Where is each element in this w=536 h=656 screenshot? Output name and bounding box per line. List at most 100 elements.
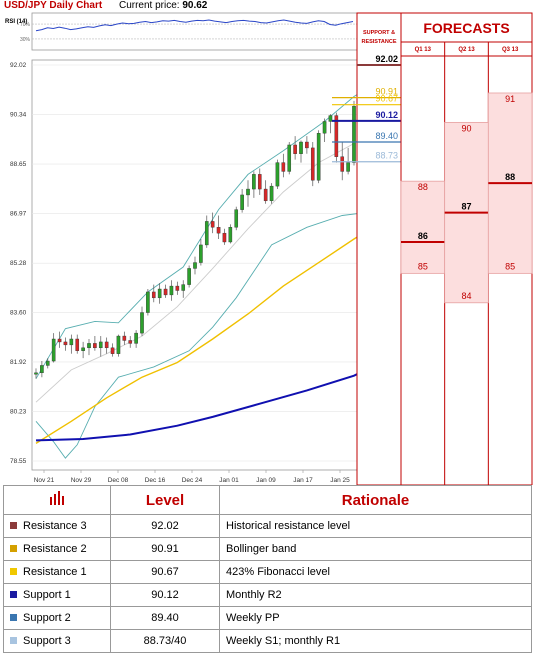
- candle-body: [40, 365, 44, 374]
- candle-body: [87, 343, 91, 349]
- y-tick-label: 90.34: [10, 111, 27, 118]
- level-name: Support 1: [23, 589, 71, 601]
- candle-body: [45, 360, 50, 366]
- y-tick-label: 92.02: [10, 62, 27, 69]
- level-value: 90.67: [110, 560, 220, 584]
- level-rationale: Weekly PP: [219, 606, 532, 630]
- levels-table-row: Resistance 1 90.67 423% Fibonacci level: [3, 560, 532, 584]
- candle-body: [93, 343, 97, 349]
- level-value: 88.73/40: [110, 629, 220, 653]
- candle-body: [140, 312, 144, 334]
- level-name-cell: Resistance 1: [3, 560, 111, 584]
- candle-body: [257, 174, 262, 190]
- level-rationale: Weekly S1; monthly R1: [219, 629, 532, 653]
- candle-body: [263, 188, 268, 202]
- candle-body: [110, 347, 115, 354]
- candle-body: [75, 338, 80, 351]
- level-name: Resistance 1: [23, 566, 87, 578]
- level-label: 88.73: [375, 151, 398, 161]
- candle-body: [328, 115, 333, 122]
- candle-body: [57, 338, 62, 343]
- candle-body: [222, 232, 227, 243]
- forecast-high-label: 90: [461, 123, 471, 133]
- series-line: [35, 369, 367, 442]
- forecast-column-header: Q1 13: [415, 47, 432, 53]
- candle-body: [175, 285, 180, 291]
- x-tick-label: Jan 17: [293, 477, 313, 484]
- candle-body: [252, 174, 256, 190]
- levels-table-row: Support 2 89.40 Weekly PP: [3, 606, 532, 630]
- y-tick-label: 78.55: [10, 458, 27, 465]
- forecast-high-label: 88: [418, 182, 428, 192]
- forecasts-title: FORECASTS: [423, 20, 509, 36]
- rsi-title: RSI (14): [5, 19, 27, 25]
- forecast-low-label: 85: [505, 261, 515, 271]
- level-rationale: Historical resistance level: [219, 514, 532, 538]
- candle-body: [346, 162, 350, 172]
- support-resistance-column: [356, 12, 402, 485]
- candle-body: [163, 288, 168, 296]
- level-color-swatch: [10, 567, 17, 575]
- candle-body: [293, 144, 297, 154]
- level-value: 89.40: [110, 606, 220, 630]
- level-rationale: Bollinger band: [219, 537, 532, 561]
- forecast-mid-label: 86: [418, 231, 428, 241]
- candle-body: [305, 141, 309, 149]
- candle-body: [51, 338, 56, 362]
- level-value: 90.91: [110, 537, 220, 561]
- x-tick-label: Dec 16: [145, 477, 166, 484]
- candle-body: [34, 372, 38, 375]
- series-line: [35, 231, 367, 444]
- y-tick-label: 81.92: [10, 359, 27, 366]
- candle-body: [199, 244, 203, 263]
- level-label: 90.12: [375, 110, 398, 120]
- x-tick-label: Jan 01: [219, 477, 239, 484]
- candle-body: [128, 340, 133, 344]
- candle-body: [81, 347, 85, 351]
- level-value: 92.02: [110, 514, 220, 538]
- levels-table-row: Support 1 90.12 Monthly R2: [3, 583, 532, 607]
- candle-body: [63, 341, 68, 346]
- candle-body: [169, 285, 174, 296]
- y-tick-label: 85.28: [10, 260, 27, 267]
- x-tick-label: Jan 25: [330, 477, 350, 484]
- candle-body: [240, 194, 244, 210]
- level-name: Resistance 3: [23, 520, 87, 532]
- candle-body: [193, 262, 197, 269]
- y-tick-label: 83.60: [10, 310, 27, 317]
- x-tick-label: Dec 24: [182, 477, 203, 484]
- level-name-cell: Support 1: [3, 583, 111, 607]
- forecast-range-box: [400, 180, 446, 274]
- candle-body: [151, 291, 156, 299]
- support-resistance-label: SUPPORT &: [363, 30, 395, 36]
- forecast-low-label: 84: [461, 291, 471, 301]
- level-label: 92.02: [375, 54, 398, 64]
- level-color-swatch: [10, 613, 17, 621]
- candle-body: [210, 221, 215, 228]
- level-value: 90.12: [110, 583, 220, 607]
- candle-body: [98, 341, 103, 349]
- level-column-header: Level: [110, 485, 220, 515]
- levels-table-row: Resistance 3 92.02 Historical resistance l…: [3, 514, 532, 538]
- candle-body: [246, 188, 250, 196]
- x-tick-label: Nov 29: [71, 477, 92, 484]
- candle-body: [299, 141, 303, 154]
- x-tick-label: Dec 08: [108, 477, 129, 484]
- candle-body: [69, 338, 74, 346]
- candle-body: [316, 133, 321, 181]
- rationale-column-header: Rationale: [219, 485, 532, 515]
- support-resistance-label: RESISTANCE: [361, 39, 396, 45]
- y-tick-label: 86.97: [10, 210, 27, 217]
- y-tick-label: 88.65: [10, 161, 27, 168]
- candle-body: [352, 105, 356, 163]
- rsi-panel: [31, 12, 358, 51]
- level-color-swatch: [10, 521, 17, 529]
- candle-body: [157, 288, 162, 299]
- candle-body: [216, 227, 221, 234]
- level-label: 89.40: [375, 131, 398, 141]
- level-label: 90.67: [375, 94, 398, 104]
- forecast-high-label: 91: [505, 94, 515, 104]
- chart-header: USD/JPY Daily Chart Current price: 90.62: [4, 0, 207, 12]
- forecast-low-label: 85: [418, 261, 428, 271]
- candle-body: [269, 185, 274, 202]
